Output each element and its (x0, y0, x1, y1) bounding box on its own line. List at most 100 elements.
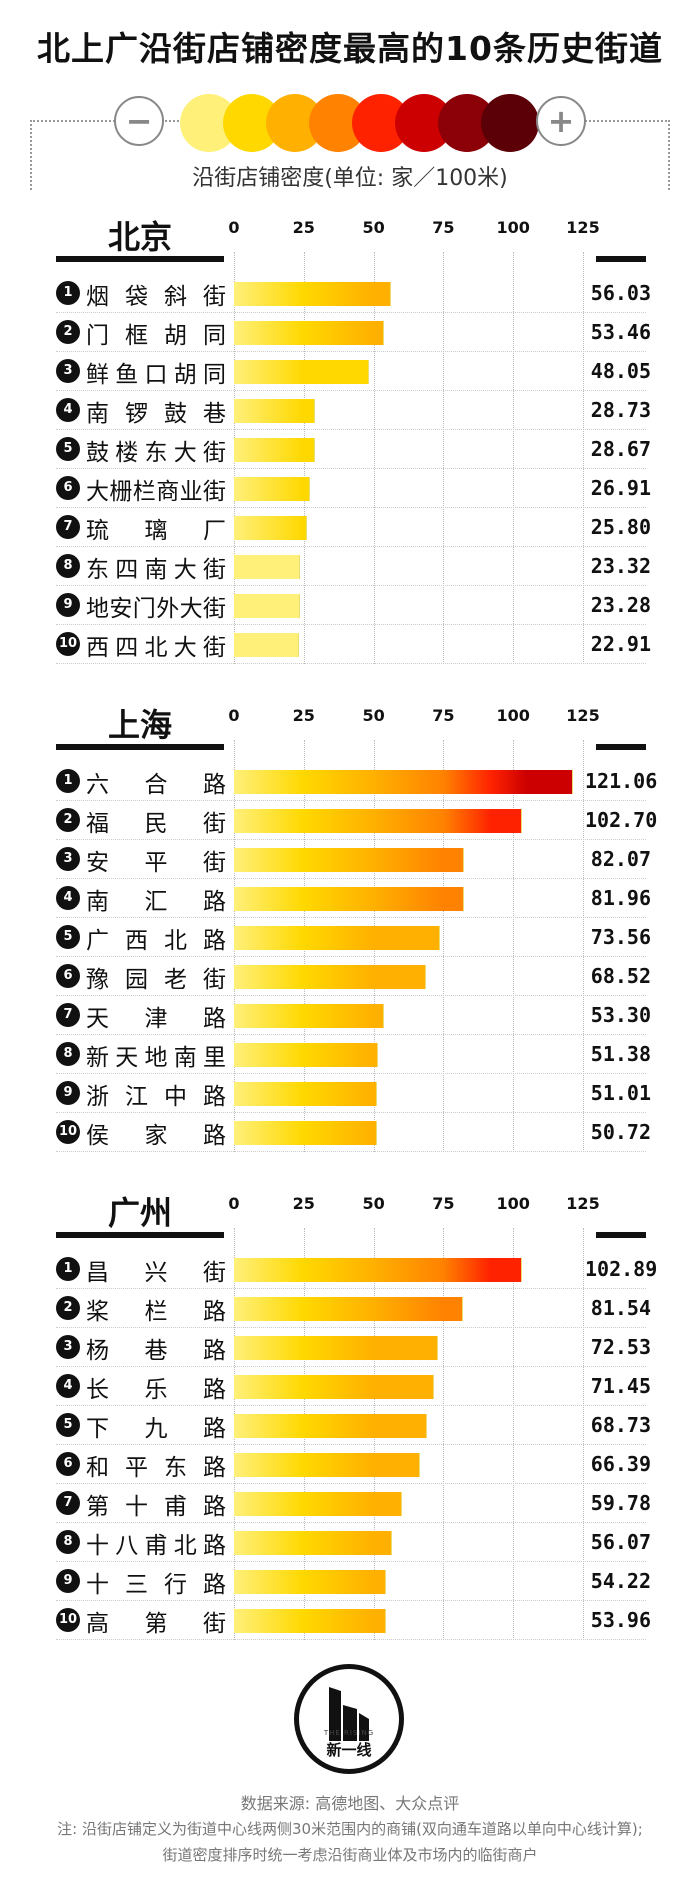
gridline (443, 252, 445, 664)
rank-badge: 9 (56, 1569, 80, 1593)
bar-row: 1 烟袋斜街 56.03 (0, 274, 700, 313)
rank-badge: 1 (56, 281, 80, 305)
rank-badge: 7 (56, 515, 80, 539)
bar (234, 809, 522, 833)
legend-swatch (481, 94, 539, 152)
rank-badge: 5 (56, 925, 80, 949)
data-label: 54.22 (590, 1569, 651, 1593)
bar-row: 1 昌兴街 102.89 (0, 1250, 700, 1289)
tick-label: 25 (292, 218, 315, 237)
value-rule (596, 744, 646, 750)
category-label: 南锣鼓巷 (86, 401, 226, 427)
title-rule (56, 744, 224, 750)
bar (234, 965, 427, 989)
source-text: 数据来源: 高德地图、大众点评 (240, 1794, 460, 1813)
data-label: 102.89 (585, 1257, 658, 1281)
rank-badge: 5 (56, 1413, 80, 1437)
bar-row: 6 大栅栏商业街 26.91 (0, 469, 700, 508)
bar (234, 321, 385, 345)
bar (234, 1043, 379, 1067)
data-label: 68.73 (590, 1413, 651, 1437)
row-divider (56, 1639, 646, 1640)
row-divider (56, 839, 646, 840)
bar-row: 3 安平街 82.07 (0, 840, 700, 879)
logo-subtext: THE RISING (323, 1729, 375, 1737)
bar (234, 594, 300, 618)
rank-badge: 4 (56, 886, 80, 910)
gridline (583, 740, 584, 1152)
tick-label: 50 (362, 1194, 385, 1213)
bar (234, 770, 573, 794)
row-divider (56, 390, 646, 391)
bar-row: 5 下九路 68.73 (0, 1406, 700, 1445)
bar-row: 10 侯家路 50.72 (0, 1113, 700, 1152)
bar (234, 1570, 387, 1594)
logo-text: 新一线 (326, 1741, 372, 1759)
row-divider (56, 1327, 646, 1328)
rank-badge: 3 (56, 1335, 80, 1359)
category-label: 天津路 (86, 1006, 226, 1032)
bar-row: 8 十八甫北路 56.07 (0, 1523, 700, 1562)
category-label: 和平东路 (86, 1455, 226, 1481)
data-label: 102.70 (585, 808, 658, 832)
data-label: 51.01 (590, 1081, 651, 1105)
rank-badge: 9 (56, 1081, 80, 1105)
rank-badge: 7 (56, 1491, 80, 1515)
chart-title: 广州 (107, 1194, 172, 1232)
rank-badge: 1 (56, 769, 80, 793)
row-divider (56, 1483, 646, 1484)
bar-row: 2 门框胡同 53.46 (0, 313, 700, 352)
data-label: 28.67 (590, 437, 651, 461)
bar (234, 516, 308, 540)
tick-label: 75 (432, 1194, 455, 1213)
title-rule (56, 1232, 224, 1238)
bar (234, 887, 464, 911)
tick-label: 75 (432, 218, 455, 237)
bar-row: 9 地安门外大街 23.28 (0, 586, 700, 625)
rank-badge: 5 (56, 437, 80, 461)
data-label: 81.54 (590, 1296, 651, 1320)
bar (234, 633, 299, 657)
row-divider (56, 956, 646, 957)
data-label: 68.52 (590, 964, 651, 988)
bar-row: 7 天津路 53.30 (0, 996, 700, 1035)
data-label: 51.38 (590, 1042, 651, 1066)
bar-row: 7 琉璃厂 25.80 (0, 508, 700, 547)
category-label: 高第街 (86, 1611, 226, 1637)
minus-icon: − (114, 96, 164, 146)
bar-row: 3 鲜鱼口胡同 48.05 (0, 352, 700, 391)
tick-label: 50 (362, 706, 385, 725)
row-divider (56, 468, 646, 469)
data-label: 23.32 (590, 554, 651, 578)
bar-row: 5 鼓楼东大街 28.67 (0, 430, 700, 469)
bar-row: 10 西四北大街 22.91 (0, 625, 700, 664)
tick-label: 50 (362, 218, 385, 237)
row-divider (56, 1073, 646, 1074)
bar (234, 555, 301, 579)
bar-row: 6 豫园老街 68.52 (0, 957, 700, 996)
category-label: 南汇路 (86, 889, 226, 915)
value-rule (596, 256, 646, 262)
rank-badge: 8 (56, 1042, 80, 1066)
bar-row: 10 高第街 53.96 (0, 1601, 700, 1640)
data-label: 72.53 (590, 1335, 651, 1359)
data-label: 26.91 (590, 476, 651, 500)
row-divider (56, 312, 646, 313)
data-label: 71.45 (590, 1374, 651, 1398)
tick-label: 100 (496, 706, 530, 725)
category-label: 门框胡同 (86, 323, 226, 349)
gridline (373, 252, 375, 664)
data-label: 66.39 (590, 1452, 651, 1476)
bar (234, 1297, 463, 1321)
rank-badge: 7 (56, 1003, 80, 1027)
bar (234, 399, 316, 423)
bar-row: 4 长乐路 71.45 (0, 1367, 700, 1406)
category-label: 第十甫路 (86, 1494, 226, 1520)
bar-row: 3 杨巷路 72.53 (0, 1328, 700, 1367)
category-label: 杨巷路 (86, 1338, 226, 1364)
bar (234, 1375, 435, 1399)
bar-row: 8 新天地南里 51.38 (0, 1035, 700, 1074)
category-label: 新天地南里 (86, 1045, 226, 1071)
category-label: 十三行路 (86, 1572, 226, 1598)
row-divider (56, 624, 646, 625)
